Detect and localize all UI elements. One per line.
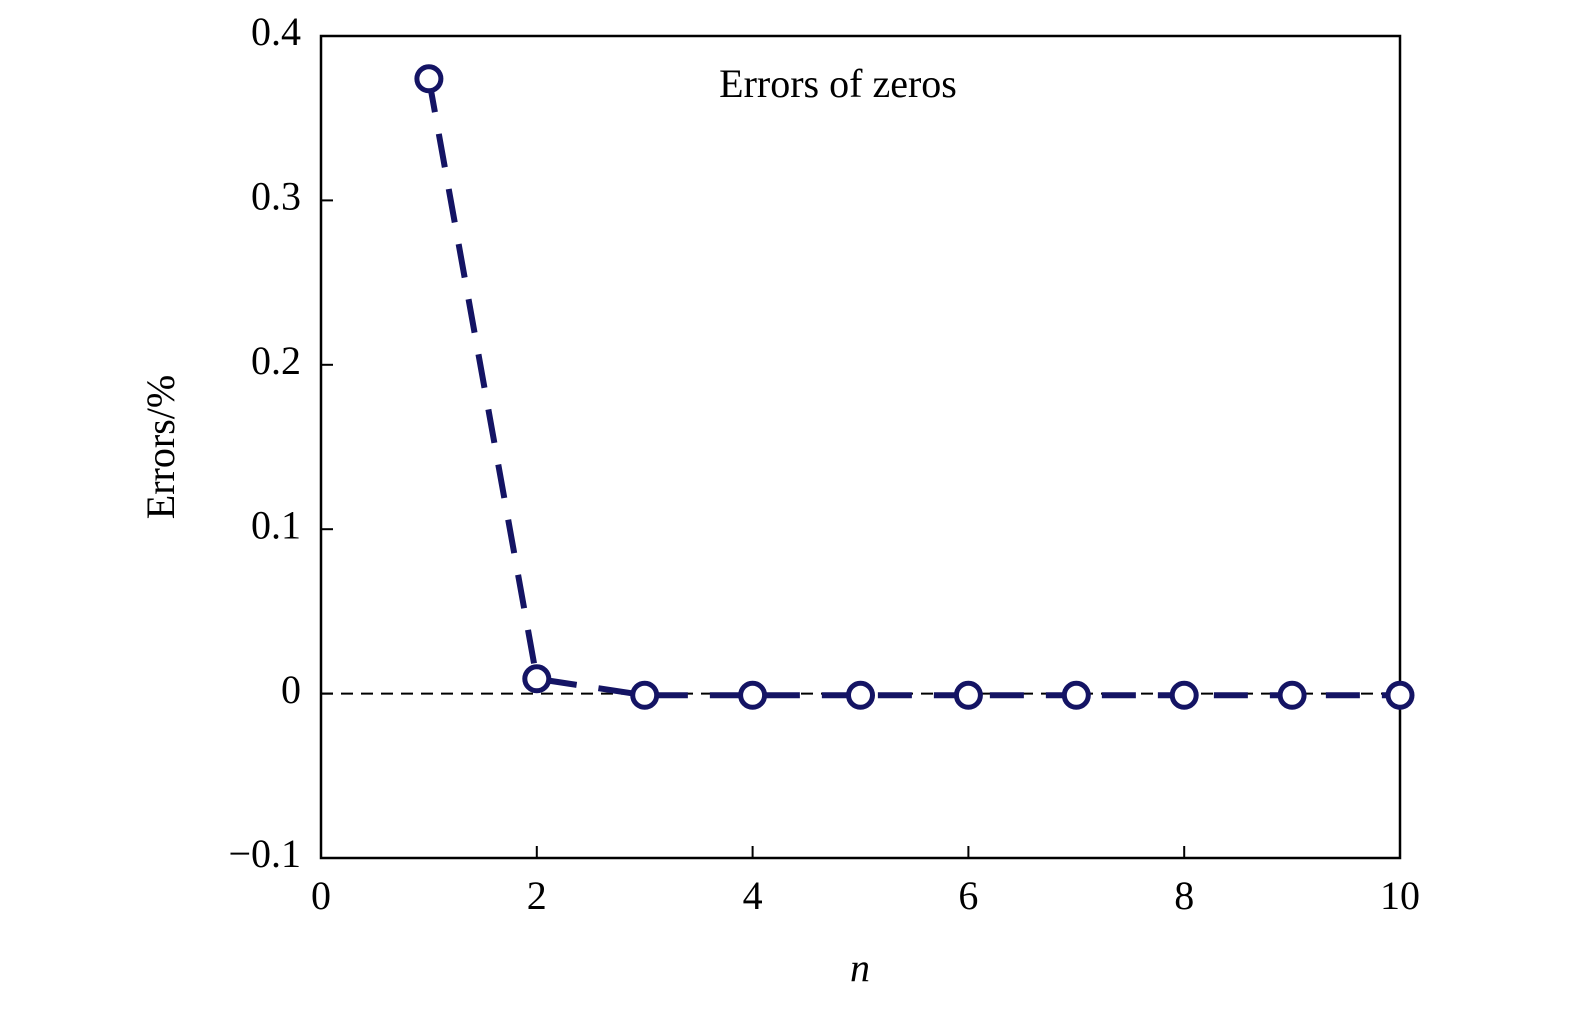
y-tick-label: 0.1 [251,502,301,547]
y-tick-label: 0 [281,667,301,712]
data-point [738,680,768,710]
x-tick-label: 8 [1174,873,1194,918]
x-tick-label: 10 [1380,873,1420,918]
chart-title: Errors of zeros [719,61,957,106]
x-tick-label: 4 [743,873,763,918]
series-line [425,78,1400,699]
data-point [630,680,660,710]
x-axis-label: n [850,945,870,990]
data-point [953,680,983,710]
plot-frame [319,34,1402,860]
data-point [1169,680,1199,710]
y-tick-label: 0.4 [251,9,301,54]
y-axis-label: Errors/% [138,375,183,519]
x-tick-label: 2 [527,873,547,918]
y-tick-label: 0.2 [251,338,301,383]
data-point [846,680,875,710]
x-tick-label: 6 [958,873,978,918]
data-point [1061,680,1091,710]
y-tick-label: −0.1 [228,831,301,876]
y-tick-label: 0.3 [251,174,301,219]
data-point [414,64,444,94]
x-tick-label: 0 [311,873,331,918]
data-point [522,664,552,694]
data-point [1385,680,1415,710]
data-point [1277,680,1307,710]
